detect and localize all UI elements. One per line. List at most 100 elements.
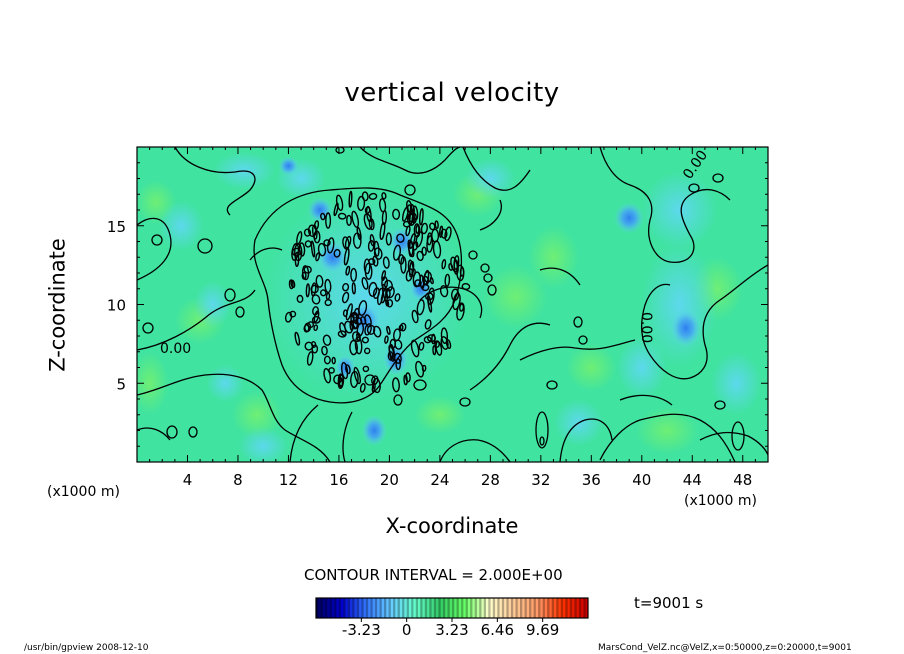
contour-loop-turbulent xyxy=(324,278,332,294)
contour-line xyxy=(519,339,636,361)
colorbar-tick-label: -3.23 xyxy=(342,621,381,639)
colorbar-cell xyxy=(549,598,553,618)
colorbar-cell xyxy=(465,598,469,618)
colorbar-cell xyxy=(495,598,498,618)
contour-loop-turbulent xyxy=(426,232,433,246)
contour-loop-turbulent xyxy=(440,336,449,350)
contour-loop-turbulent xyxy=(444,226,452,242)
contour-loop-turbulent xyxy=(452,292,461,311)
contour-loop-turbulent xyxy=(317,242,327,257)
contour-loop-turbulent xyxy=(349,339,359,356)
x-tick-label: 36 xyxy=(582,471,601,489)
colorbar-cell xyxy=(338,598,342,618)
field-patch-green xyxy=(528,225,579,289)
contour-loop-turbulent xyxy=(398,324,404,332)
field-patch-green xyxy=(414,395,466,434)
contour-loop-turbulent xyxy=(294,251,300,267)
contour-loop-turbulent xyxy=(420,222,428,235)
colorbar-cell xyxy=(479,598,482,618)
contour-loop-turbulent xyxy=(386,325,391,335)
x-tick-label: 8 xyxy=(233,471,243,489)
contour-loop-turbulent xyxy=(450,256,459,273)
colorbar-cell xyxy=(347,598,351,618)
contour-loop-turbulent xyxy=(432,240,442,259)
contour-loop-turbulent xyxy=(322,334,332,346)
contour-loop-turbulent xyxy=(320,212,326,221)
contour-loop-turbulent xyxy=(324,299,332,307)
colorbar-cell xyxy=(540,598,544,618)
contour-loop-turbulent xyxy=(427,294,433,313)
colorbar-cell xyxy=(390,598,394,618)
contour-loop-turbulent xyxy=(363,213,373,230)
contour-loop-turbulent xyxy=(389,338,397,349)
contour-loop-turbulent xyxy=(361,277,369,290)
footer-right: MarsCond_VelZ.nc@VelZ,x=0:50000,z=0:2000… xyxy=(598,643,852,653)
colorbar-cell xyxy=(393,598,396,618)
colorbar-cell xyxy=(340,598,344,618)
contour-line xyxy=(137,373,331,462)
colorbar-cell xyxy=(533,598,537,618)
colorbar-cell xyxy=(501,598,505,618)
contour-loop-turbulent xyxy=(384,335,389,344)
colorbar-cell xyxy=(402,598,405,618)
contour-loop xyxy=(480,263,490,273)
contour-loop-turbulent xyxy=(366,324,376,335)
field-patch-blue xyxy=(670,309,702,348)
contour-line xyxy=(699,431,768,456)
colorbar-cell xyxy=(318,598,321,618)
colorbar-cell xyxy=(447,598,451,618)
contour-loop-turbulent xyxy=(289,310,297,318)
contour-loop-turbulent xyxy=(315,252,321,262)
plot-area xyxy=(137,147,768,462)
contour-line xyxy=(619,394,673,406)
time-label: t=9001 s xyxy=(634,594,704,612)
contour-loop-turbulent xyxy=(415,224,420,234)
contour-loop-turbulent xyxy=(291,247,301,257)
contour-loop-turbulent xyxy=(331,356,336,365)
y-tick-label: 10 xyxy=(107,297,126,315)
colorbar-cell xyxy=(510,598,514,618)
contour-loop-turbulent xyxy=(335,194,344,211)
contour-loop-turbulent xyxy=(392,377,400,393)
contour-loop-turbulent xyxy=(396,233,405,243)
colorbar-cell xyxy=(379,598,383,618)
contour-loop-turbulent xyxy=(415,231,424,248)
colorbar-cell xyxy=(361,598,364,618)
field-patch-green xyxy=(137,351,169,415)
colorbar-cell xyxy=(427,598,430,618)
colorbar-cell xyxy=(442,598,446,618)
contour-loop-turbulent xyxy=(311,341,317,348)
field-patch-green xyxy=(484,265,548,329)
colorbar-cell xyxy=(583,598,587,618)
field-patch-cyan xyxy=(616,336,667,399)
contour-loop-turbulent xyxy=(429,222,436,231)
contour-loop-turbulent xyxy=(394,293,401,302)
contour-loop-turbulent xyxy=(385,232,392,246)
colorbar-cell xyxy=(352,598,355,618)
contour-loop-turbulent xyxy=(337,212,347,220)
contour-line xyxy=(174,147,256,216)
colorbar-cell xyxy=(413,598,417,618)
colorbar-cell xyxy=(429,598,432,618)
colorbar-cell xyxy=(440,598,444,618)
colorbar-cell xyxy=(569,598,573,618)
contour-loop-turbulent xyxy=(351,282,356,295)
x-tick-label: 4 xyxy=(183,471,193,489)
field-patch-cyan xyxy=(158,200,204,251)
contour-loop-turbulent xyxy=(440,228,448,239)
contour-loop-turbulent xyxy=(406,204,412,213)
colorbar-cell xyxy=(331,598,335,618)
contour-loop-turbulent xyxy=(325,212,332,229)
colorbar-cell xyxy=(415,598,419,618)
contour-loop-turbulent xyxy=(439,285,449,298)
contour-loop-turbulent xyxy=(419,208,424,226)
contour-loop-turbulent xyxy=(434,220,439,229)
contour-loop-turbulent xyxy=(303,265,312,274)
contour-loop-turbulent xyxy=(363,347,371,355)
contour-loop-turbulent xyxy=(351,210,360,228)
contour-line xyxy=(559,418,613,462)
colorbar-cell xyxy=(490,598,494,618)
colorbar-tick-label: 6.46 xyxy=(481,621,514,639)
contour-loop-turbulent xyxy=(350,267,358,282)
